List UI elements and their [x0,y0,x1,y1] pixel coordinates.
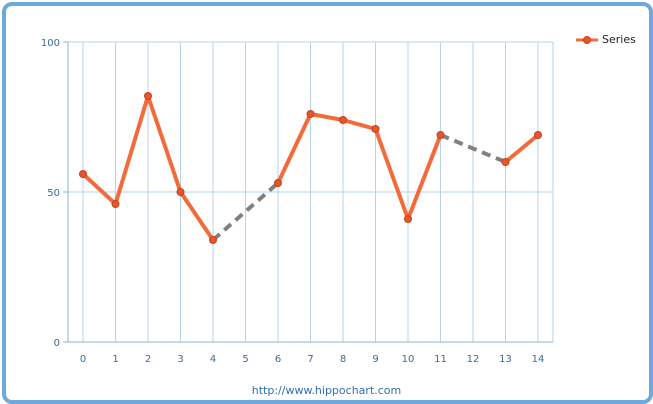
grid-lines [68,41,554,343]
data-point [209,236,217,244]
x-tick-label: 14 [532,354,545,365]
y-tick-label: 50 [47,188,60,199]
data-point [111,200,120,208]
series-line [503,133,540,164]
series-markers [79,92,542,244]
legend: Series [576,33,636,46]
data-point [339,116,347,124]
x-tick-label: 1 [112,354,118,365]
x-tick-label: 3 [177,354,183,365]
data-point [501,158,510,166]
x-tick-label: 13 [499,354,512,365]
gap-dashed-line [439,133,507,164]
x-tick-label: 12 [467,354,480,365]
x-tick-label: 11 [434,354,447,365]
data-point [436,131,445,139]
x-tick-label: 10 [402,354,415,365]
data-point [176,188,185,196]
x-tick-label: 0 [80,354,86,365]
data-point [534,131,542,139]
x-tick-label: 4 [210,354,216,365]
series-line [276,112,443,221]
axes [63,41,553,343]
data-point [306,110,315,118]
legend-series-swatch [576,35,598,44]
y-tick-label: 100 [41,38,60,49]
x-tick-label: 7 [307,354,313,365]
x-tick-label: 9 [372,354,378,365]
x-tick-label: 2 [145,354,151,365]
data-point [371,125,380,133]
legend-series-label: Series [602,33,636,46]
data-point [274,179,282,187]
x-tick-label: 8 [340,354,346,365]
data-point [404,215,412,223]
data-point [79,170,87,178]
y-tick-label: 0 [54,338,60,349]
x-tick-label: 6 [275,354,281,365]
data-point [144,92,152,100]
footer-link[interactable]: http://www.hippochart.com [251,384,402,397]
x-tick-label: 5 [242,354,248,365]
